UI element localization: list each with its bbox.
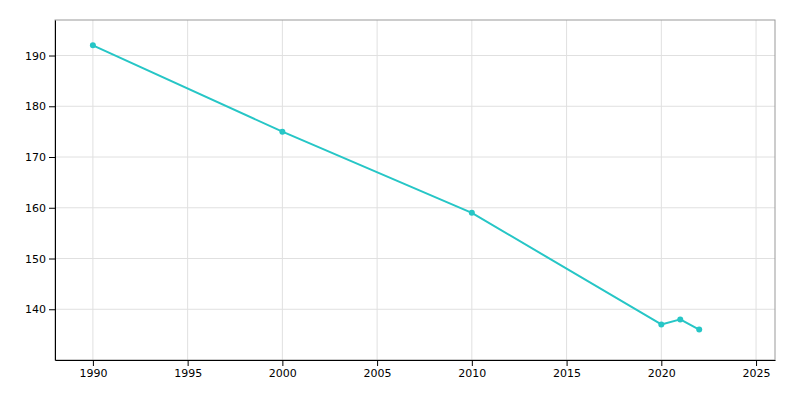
x-tick: 1990 xyxy=(79,360,107,380)
x-tick-mark xyxy=(282,360,283,366)
x-tick-mark xyxy=(188,360,189,366)
y-tick: 170 xyxy=(25,151,55,164)
grid-line-y xyxy=(55,157,775,158)
x-tick-mark xyxy=(472,360,473,366)
y-tick: 190 xyxy=(25,50,55,63)
point xyxy=(658,321,664,327)
x-tick: 1995 xyxy=(174,360,202,380)
y-tick-mark xyxy=(49,309,55,310)
point xyxy=(279,129,285,135)
y-tick-label: 160 xyxy=(25,202,46,215)
y-tick-mark xyxy=(49,208,55,209)
grid-line-y xyxy=(55,55,775,56)
y-tick-label: 180 xyxy=(25,100,46,113)
y-tick-label: 150 xyxy=(25,253,46,266)
x-tick-label: 2005 xyxy=(364,367,392,380)
point xyxy=(696,327,702,333)
x-tick-mark xyxy=(661,360,662,366)
grid-line-y xyxy=(55,207,775,208)
y-tick-label: 140 xyxy=(25,303,46,316)
y-tick-mark xyxy=(49,259,55,260)
x-tick: 2000 xyxy=(269,360,297,380)
line xyxy=(93,45,699,329)
y-tick: 140 xyxy=(25,303,55,316)
point xyxy=(469,210,475,216)
point xyxy=(677,316,683,322)
x-tick-mark xyxy=(756,360,757,366)
grid-line-y xyxy=(55,106,775,107)
x-tick-label: 2015 xyxy=(553,367,581,380)
x-tick-label: 1995 xyxy=(174,367,202,380)
chart: 1990 1995 2000 2005 2010 2015 2020 2025 140 150 16… xyxy=(0,0,800,400)
x-tick-label: 2010 xyxy=(458,367,486,380)
y-tick-label: 170 xyxy=(25,151,46,164)
x-axis: 1990 1995 2000 2005 2010 2015 2020 2025 xyxy=(56,360,776,380)
y-tick-mark xyxy=(49,157,55,158)
x-tick-label: 2025 xyxy=(743,367,771,380)
plot: 1990 1995 2000 2005 2010 2015 2020 2025 140 150 16… xyxy=(25,20,776,380)
x-tick-label: 2000 xyxy=(269,367,297,380)
plot-frame xyxy=(55,20,775,360)
y-tick: 150 xyxy=(25,253,55,266)
grid-line-y xyxy=(55,258,775,259)
x-tick: 2005 xyxy=(364,360,392,380)
y-tick-mark xyxy=(49,56,55,57)
x-tick: 2020 xyxy=(648,360,676,380)
x-tick-mark xyxy=(377,360,378,366)
x-axis-line xyxy=(56,360,776,361)
y-axis: 140 150 160 170 180 190 xyxy=(25,21,56,361)
x-tick: 2015 xyxy=(553,360,581,380)
marks xyxy=(90,42,702,332)
y-axis-line xyxy=(55,21,56,361)
y-tick: 180 xyxy=(25,100,55,113)
y-tick-mark xyxy=(49,106,55,107)
x-tick: 2025 xyxy=(743,360,771,380)
grid xyxy=(55,20,775,360)
y-tick: 160 xyxy=(25,202,55,215)
x-tick-mark xyxy=(567,360,568,366)
point xyxy=(90,42,96,48)
x-tick-label: 1990 xyxy=(79,367,107,380)
x-tick: 2010 xyxy=(458,360,486,380)
x-tick-mark xyxy=(93,360,94,366)
x-tick-label: 2020 xyxy=(648,367,676,380)
grid-line-y xyxy=(55,309,775,310)
y-tick-label: 190 xyxy=(25,50,46,63)
